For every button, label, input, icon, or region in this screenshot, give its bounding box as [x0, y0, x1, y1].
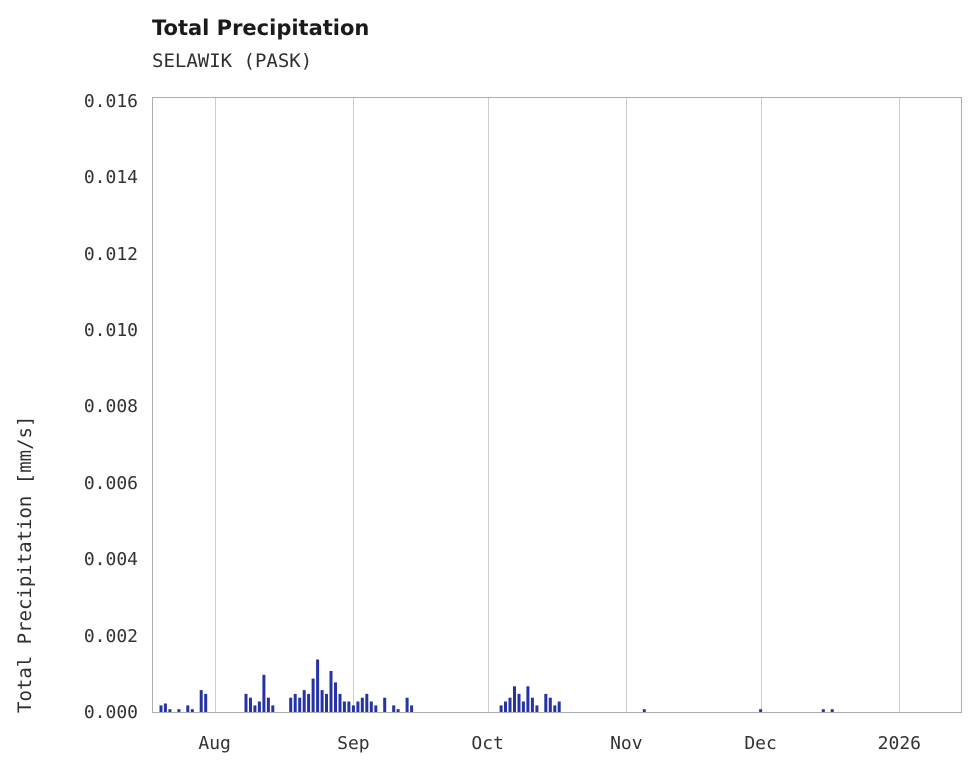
x-tick-label: Dec — [744, 733, 777, 754]
chart-title: Total Precipitation — [152, 16, 370, 40]
precip-bar — [307, 693, 311, 713]
precip-bar — [392, 705, 396, 713]
precip-bar — [168, 709, 172, 713]
precip-bar — [513, 686, 516, 713]
precip-bar — [334, 682, 337, 713]
precip-bar — [351, 705, 355, 713]
precip-bar — [526, 686, 530, 713]
precip-bar — [163, 703, 167, 713]
precip-bar — [159, 705, 163, 713]
precip-bar — [544, 693, 548, 713]
x-tick-label: Sep — [337, 733, 370, 754]
precip-bar — [356, 701, 360, 713]
y-tick-label: 0.002 — [83, 625, 138, 647]
precip-bar — [405, 697, 409, 713]
precip-bar — [271, 705, 275, 713]
precipitation-bars-svg — [152, 97, 962, 713]
precip-bar — [177, 709, 181, 713]
precip-bar — [253, 705, 257, 713]
x-tick-label: Oct — [471, 733, 504, 754]
x-tick-label: Aug — [198, 733, 231, 754]
precip-bar — [759, 709, 763, 713]
precip-bar — [383, 697, 387, 713]
precip-bar — [199, 690, 203, 713]
precip-bar — [365, 693, 369, 713]
precip-bar — [204, 693, 208, 713]
y-tick-label: 0.006 — [83, 472, 138, 494]
precip-bar — [374, 705, 378, 713]
precip-bar — [396, 709, 400, 713]
y-tick-label: 0.008 — [83, 396, 138, 418]
precip-bar — [266, 697, 270, 713]
plot-border — [152, 97, 962, 713]
y-axis-title: Total Precipitation [mm/s] — [14, 415, 36, 713]
precip-bar — [186, 705, 190, 713]
x-tick-label: 2026 — [877, 733, 922, 754]
plot-area — [152, 97, 962, 713]
precip-bar — [521, 701, 525, 713]
precip-bar — [342, 701, 346, 713]
y-tick-label: 0.012 — [83, 243, 138, 265]
precip-bar — [257, 701, 261, 713]
y-tick-label: 0.000 — [83, 702, 138, 723]
precip-bar — [347, 701, 351, 713]
precip-bar — [553, 705, 557, 713]
precip-bar — [316, 659, 320, 713]
chart-subtitle: SELAWIK (PASK) — [152, 50, 313, 72]
precip-bar — [557, 701, 561, 713]
y-tick-label: 0.010 — [83, 320, 138, 342]
precip-bar — [302, 690, 306, 713]
precip-bar — [410, 705, 414, 713]
y-tick-label: 0.004 — [83, 549, 138, 571]
x-tick-label: Nov — [610, 733, 643, 754]
precip-bar — [360, 697, 364, 713]
precip-bar — [821, 709, 825, 713]
precip-bar — [298, 697, 302, 713]
precip-bar — [293, 693, 297, 713]
precip-bar — [325, 693, 328, 713]
y-tick-label: 0.014 — [83, 167, 138, 189]
y-tick-label: 0.016 — [83, 90, 138, 112]
precip-bar — [244, 693, 248, 713]
precip-bar — [262, 674, 266, 713]
precip-bar — [535, 705, 539, 713]
precip-bar — [830, 709, 834, 713]
precip-bar — [320, 690, 324, 713]
precip-bar — [530, 697, 534, 713]
precip-bar — [642, 709, 646, 713]
precip-bar — [329, 671, 333, 713]
precip-bar — [338, 693, 342, 713]
precip-bar — [369, 701, 373, 713]
precip-bar — [289, 697, 293, 713]
precip-bar — [499, 705, 503, 713]
precip-bar — [548, 697, 552, 713]
precip-bar — [504, 701, 507, 713]
precip-bar — [311, 678, 315, 713]
precip-bar — [190, 709, 194, 713]
precip-bar — [249, 697, 252, 713]
precip-bar — [508, 697, 512, 713]
precip-bar — [517, 693, 521, 713]
